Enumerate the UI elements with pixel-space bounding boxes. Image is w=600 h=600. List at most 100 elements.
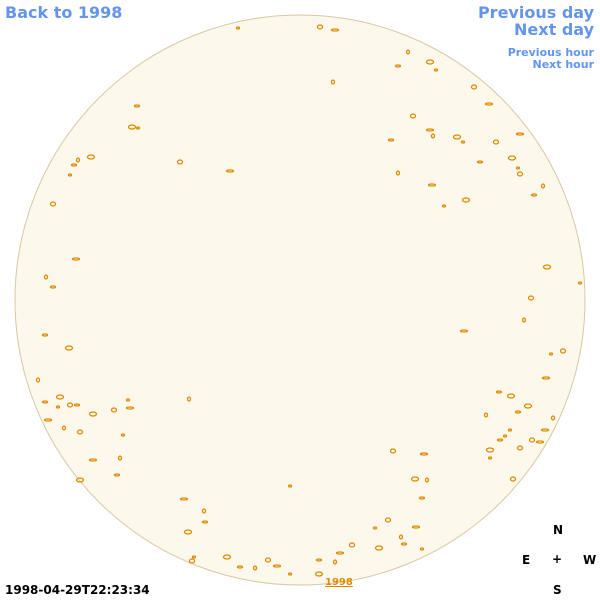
magnetic-contour [186, 396, 192, 402]
magnetic-contour [41, 333, 49, 337]
magnetic-contour [527, 295, 535, 301]
magnetic-contour [183, 529, 193, 535]
magnetic-contour [88, 458, 98, 462]
magnetic-contour [188, 558, 196, 564]
magnetic-contour [433, 68, 439, 72]
magnetic-contour [530, 193, 538, 197]
magnetic-contour [35, 377, 41, 383]
magnetic-contour [550, 415, 556, 421]
magnetic-contour [492, 139, 500, 145]
next-day-link[interactable]: Next day [514, 20, 594, 39]
magnetic-contour [73, 403, 81, 407]
magnetic-contour [191, 555, 197, 559]
magnetic-contour [540, 428, 550, 432]
magnetic-contour [528, 437, 536, 443]
compass-east: E [522, 553, 531, 567]
solar-disk [14, 14, 586, 586]
magnetic-contour [427, 183, 437, 187]
magnetic-contour [484, 102, 494, 106]
magnetic-contour [75, 157, 81, 163]
magnetic-contour [495, 390, 503, 394]
magnetic-contour [86, 154, 96, 160]
magnetic-contour [452, 134, 462, 140]
magnetic-contour [252, 565, 258, 571]
magnetic-contour [314, 571, 324, 577]
magnetic-contour [264, 557, 272, 563]
magnetic-contour [335, 551, 345, 555]
magnetic-contour [287, 484, 293, 488]
magnetic-regions [35, 24, 583, 577]
magnetic-contour [548, 352, 554, 356]
magnetic-contour [515, 166, 521, 170]
magnetic-contour [507, 155, 517, 161]
magnetic-contour [514, 410, 522, 414]
magnetic-contour [43, 418, 53, 422]
next-hour-link[interactable]: Next hour [532, 58, 595, 71]
previous-day-link[interactable]: Previous day [477, 3, 594, 22]
magnetic-contour [330, 79, 336, 85]
magnetic-contour [236, 565, 244, 569]
magnetic-contour [41, 400, 49, 404]
magnetic-contour [176, 159, 184, 165]
magnetic-contour [395, 170, 401, 176]
compass-center: + [552, 552, 563, 566]
magnetic-contour [541, 376, 551, 380]
magnetic-contour [425, 59, 435, 65]
magnetic-contour [502, 434, 508, 438]
timestamp: 1998-04-29T22:23:34 [5, 583, 150, 597]
magnetic-contour [372, 526, 378, 530]
magnetic-contour [55, 405, 61, 409]
magnetic-contour [487, 456, 493, 460]
magnetic-contour [540, 183, 546, 189]
magnetic-contour [460, 140, 466, 144]
magnetic-contour [235, 26, 241, 30]
magnetic-contour [398, 534, 404, 540]
magnetic-contour [201, 508, 207, 514]
magnetic-contour [64, 345, 74, 351]
magnetic-contour [425, 128, 435, 132]
magnetic-contour [387, 138, 395, 142]
magnetic-contour [411, 525, 421, 529]
magnetic-contour [332, 559, 338, 565]
magnetic-contour [506, 393, 516, 399]
magnetic-contour [125, 406, 135, 410]
magnetic-contour [521, 317, 527, 323]
magnetic-contour [110, 407, 118, 413]
magnetic-contour [179, 497, 189, 501]
magnetic-contour [496, 438, 504, 442]
magnetic-contour [419, 452, 429, 456]
magnetic-contour [485, 447, 495, 453]
magnetic-contour [374, 545, 384, 551]
magnetic-contour [559, 348, 567, 354]
magnetic-contour [113, 473, 121, 477]
magnetic-contour [316, 24, 324, 30]
magnetic-contour [66, 402, 74, 408]
compass-west: W [583, 553, 597, 567]
previous-hour-link[interactable]: Previous hour [507, 46, 594, 59]
back-link[interactable]: Back to 1998 [5, 3, 123, 22]
magnetic-contour [441, 204, 447, 208]
compass-north: N [553, 523, 564, 537]
magnetic-contour [410, 476, 420, 482]
magnetic-contour [542, 264, 552, 270]
magnetic-contour [430, 133, 436, 139]
magnetic-contour [201, 520, 209, 524]
magnetic-contour [61, 425, 67, 431]
magnetic-contour [133, 104, 141, 108]
magnetic-contour [55, 394, 65, 400]
magnetic-contour [515, 132, 525, 136]
magnetic-contour [394, 64, 402, 68]
magnetic-contour [516, 445, 524, 451]
magnetic-contour [272, 564, 282, 568]
magnetic-contour [507, 428, 513, 432]
magnetic-contour [287, 572, 293, 576]
compass-south: S [553, 583, 562, 597]
magnetic-contour [88, 411, 98, 417]
magnetic-contour [127, 124, 137, 130]
year-link[interactable]: 1998 [325, 577, 353, 588]
magnetic-contour [523, 403, 533, 409]
magnetic-contour [71, 257, 81, 261]
magnetic-contour [49, 285, 57, 289]
